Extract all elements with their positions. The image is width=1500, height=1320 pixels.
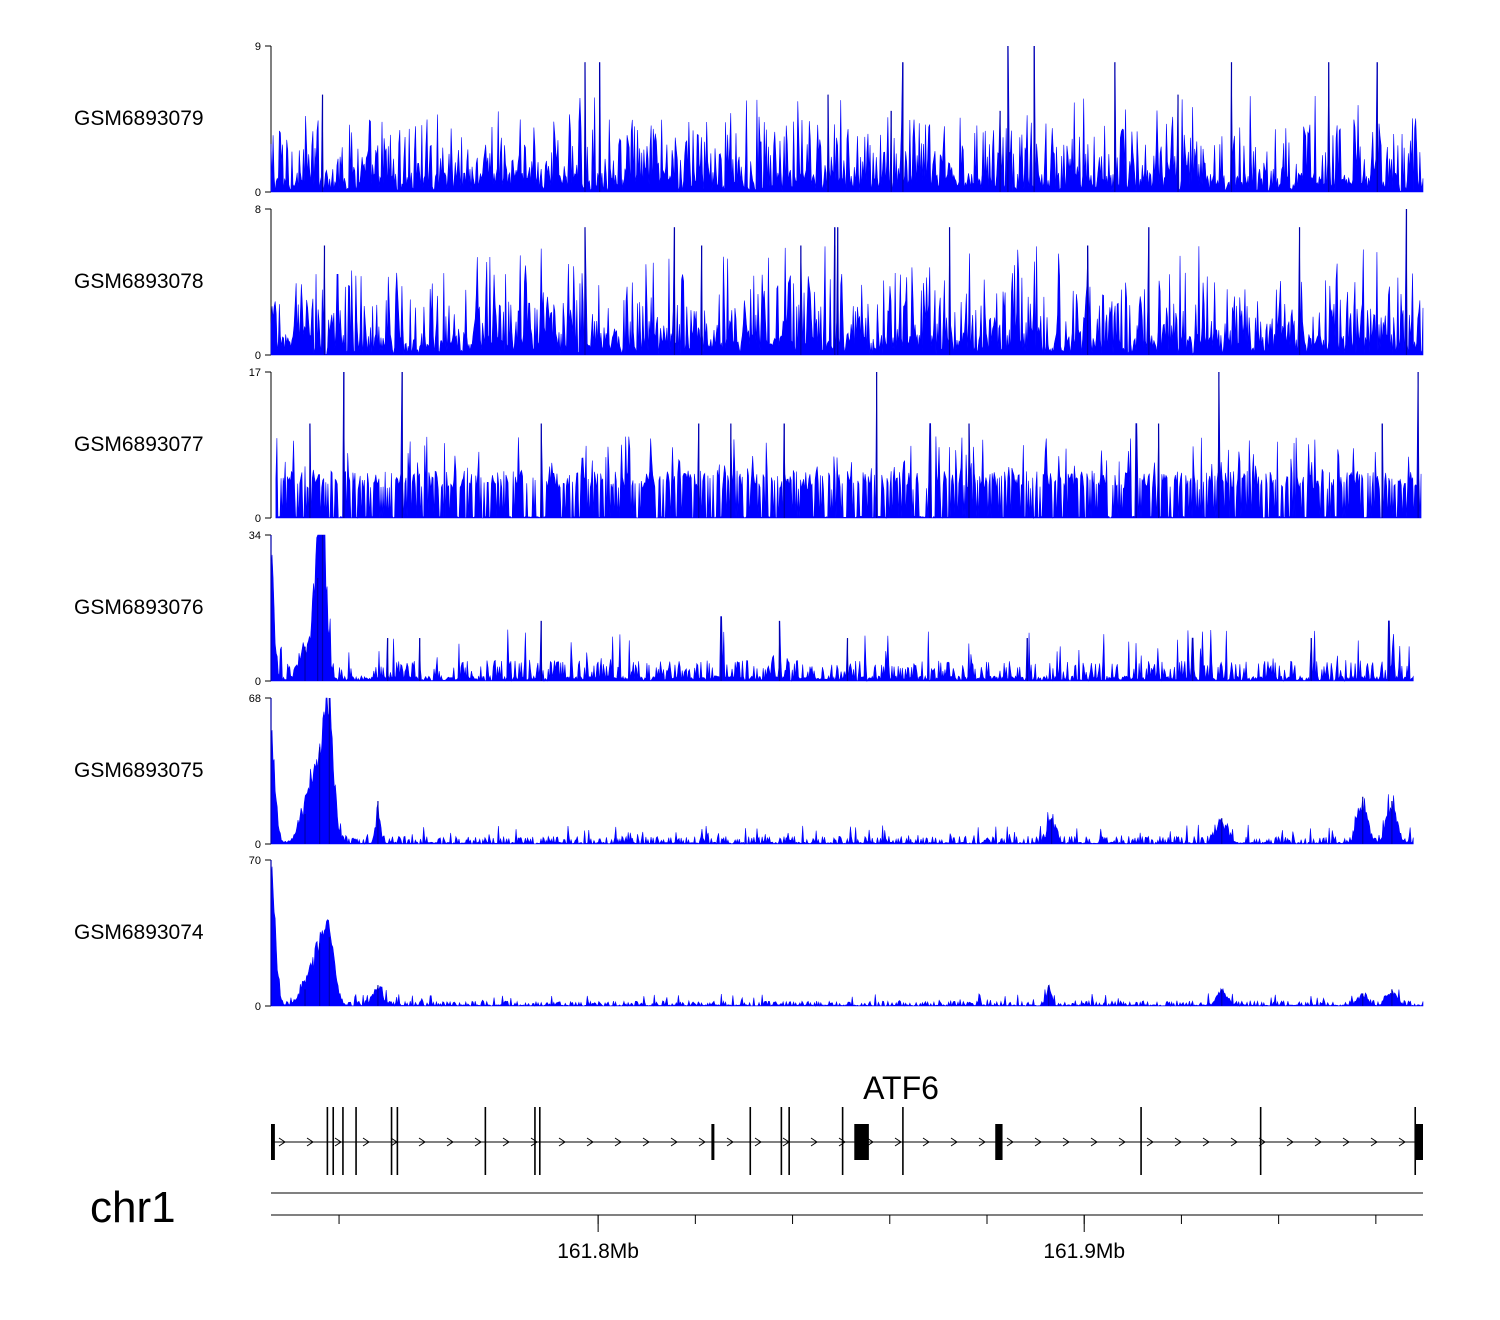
coverage-area-gsm6893078 — [270, 208, 1424, 356]
y-tick-label-max: 70 — [249, 855, 261, 867]
strand-chevron — [726, 1137, 734, 1147]
strand-chevron — [810, 1137, 818, 1147]
strand-chevron — [642, 1137, 650, 1147]
y-tick-label-max: 8 — [255, 204, 261, 216]
y-tick-label-max: 34 — [249, 530, 261, 542]
coverage-area-gsm6893077 — [275, 371, 1422, 519]
y-tick-label-min: 0 — [255, 839, 261, 851]
strand-chevron — [306, 1137, 314, 1147]
strand-chevron — [530, 1137, 538, 1147]
exon-block — [995, 1124, 1003, 1160]
strand-chevron — [1146, 1137, 1154, 1147]
track-label-gsm6893079: GSM6893079 — [74, 107, 204, 130]
y-tick-label-max: 9 — [255, 41, 261, 53]
strand-chevron — [278, 1137, 286, 1147]
strand-chevron — [502, 1137, 510, 1147]
strand-chevron — [558, 1137, 566, 1147]
strand-chevron — [754, 1137, 762, 1147]
exon-block — [854, 1124, 869, 1160]
y-tick-label-min: 0 — [255, 187, 261, 199]
strand-chevron — [334, 1137, 342, 1147]
strand-chevron — [894, 1137, 902, 1147]
track-gsm6893079: GSM6893079 9 0 — [74, 41, 1424, 199]
coverage-area-gsm6893076 — [270, 534, 1414, 683]
strand-chevron — [1034, 1137, 1042, 1147]
strand-chevron — [950, 1137, 958, 1147]
y-tick-label-min: 0 — [255, 1001, 261, 1013]
track-label-gsm6893076: GSM6893076 — [74, 596, 204, 619]
strand-chevron — [1314, 1137, 1322, 1147]
strand-chevron — [698, 1137, 706, 1147]
genomic-axis: chr1 161.8Mb 161.9Mb — [90, 1183, 1423, 1263]
strand-chevron — [1370, 1137, 1378, 1147]
exon-block — [1415, 1124, 1423, 1160]
strand-chevron — [1398, 1137, 1406, 1147]
exon-block — [711, 1124, 715, 1160]
strand-chevron — [446, 1137, 454, 1147]
axis-tick-label: 161.8Mb — [557, 1240, 639, 1263]
y-tick-label-min: 0 — [255, 513, 261, 525]
track-label-gsm6893077: GSM6893077 — [74, 433, 204, 456]
gene-label-atf6: ATF6 — [863, 1070, 939, 1106]
track-label-gsm6893074: GSM6893074 — [74, 921, 204, 944]
strand-chevron — [1090, 1137, 1098, 1147]
exon-block — [271, 1124, 275, 1160]
track-label-gsm6893078: GSM6893078 — [74, 270, 204, 293]
strand-chevron — [1118, 1137, 1126, 1147]
track-gsm6893076: GSM6893076 34 0 — [74, 530, 1414, 688]
strand-chevron — [614, 1137, 622, 1147]
coverage-area-gsm6893079 — [270, 45, 1424, 193]
strand-chevron — [1286, 1137, 1294, 1147]
strand-chevron — [1342, 1137, 1350, 1147]
strand-chevron — [866, 1137, 874, 1147]
track-gsm6893077: GSM6893077 17 0 — [74, 367, 1422, 525]
track-gsm6893075: GSM6893075 68 0 — [74, 693, 1414, 851]
strand-chevron — [922, 1137, 930, 1147]
strand-chevron — [1062, 1137, 1070, 1147]
strand-chevron — [474, 1137, 482, 1147]
y-tick-label-min: 0 — [255, 350, 261, 362]
strand-chevron — [362, 1137, 370, 1147]
strand-chevron — [978, 1137, 986, 1147]
coverage-tracks: GSM689307990GSM689307880GSM6893077170GSM… — [74, 41, 1424, 1013]
y-tick-label-min: 0 — [255, 676, 261, 688]
strand-chevron — [838, 1137, 846, 1147]
strand-chevron — [1174, 1137, 1182, 1147]
y-tick-label-max: 68 — [249, 693, 261, 705]
strand-chevron — [1006, 1137, 1014, 1147]
track-label-gsm6893075: GSM6893075 — [74, 759, 204, 782]
strand-chevron — [1230, 1137, 1238, 1147]
track-gsm6893074: GSM6893074 70 0 — [74, 855, 1424, 1013]
gene-model-track: ATF6 — [271, 1070, 1423, 1175]
strand-chevron — [670, 1137, 678, 1147]
y-tick-label-max: 17 — [249, 367, 261, 379]
strand-chevron — [1202, 1137, 1210, 1147]
strand-chevron — [586, 1137, 594, 1147]
axis-tick-label: 161.9Mb — [1043, 1240, 1125, 1263]
chromosome-label: chr1 — [90, 1183, 176, 1232]
strand-chevron — [418, 1137, 426, 1147]
coverage-area-gsm6893075 — [270, 697, 1414, 845]
coverage-area-gsm6893074 — [270, 866, 1424, 1008]
track-gsm6893078: GSM6893078 8 0 — [74, 204, 1424, 362]
